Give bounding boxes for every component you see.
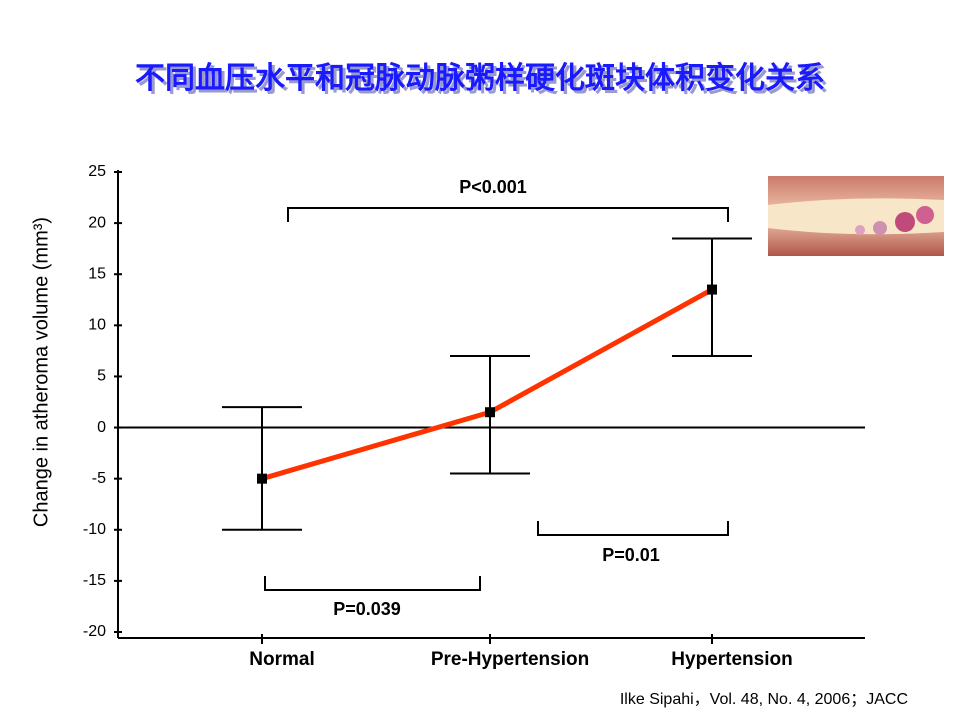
y-tick-label: -10 <box>83 521 106 538</box>
y-axis-label: Change in atheroma volume (mm³) <box>30 217 52 527</box>
y-tick-label: 15 <box>88 265 106 282</box>
p-value-label: P=0.01 <box>602 545 660 565</box>
point-marker <box>257 473 267 484</box>
p-value-bracket <box>537 521 729 536</box>
error-bar <box>672 237 752 357</box>
y-tick-label: 25 <box>88 163 106 180</box>
y-tick-label: -15 <box>83 572 106 589</box>
p-value-bracket <box>287 207 729 222</box>
y-tick-label: 0 <box>97 419 106 436</box>
title-shadow: 不同血压水平和冠脉动脉粥样硬化斑块体积变化关系 <box>138 64 828 98</box>
artery-image <box>768 176 944 256</box>
y-tick-label: 10 <box>88 317 106 334</box>
y-tick-label: 5 <box>97 368 106 385</box>
y-tick-label: -5 <box>92 470 106 487</box>
p-value-label: P<0.001 <box>459 177 527 197</box>
y-tick-label: -20 <box>83 623 106 640</box>
point-marker <box>485 407 495 418</box>
x-tick-label: Pre-Hypertension <box>431 649 589 670</box>
p-value-label: P=0.039 <box>333 599 401 619</box>
y-tick-label: 20 <box>88 214 106 231</box>
citation: Ilke Sipahi，Vol. 48, No. 4, 2006；JACC <box>620 691 908 708</box>
p-value-bracket <box>264 576 481 591</box>
point-marker <box>707 284 717 295</box>
x-tick-label: Normal <box>249 649 314 670</box>
chart-title: 不同血压水平和冠脉动脉粥样硬化斑块体积变化关系 <box>135 61 825 95</box>
series-line <box>261 287 714 482</box>
error-bar <box>222 406 302 531</box>
x-tick-label: Hypertension <box>671 649 792 670</box>
